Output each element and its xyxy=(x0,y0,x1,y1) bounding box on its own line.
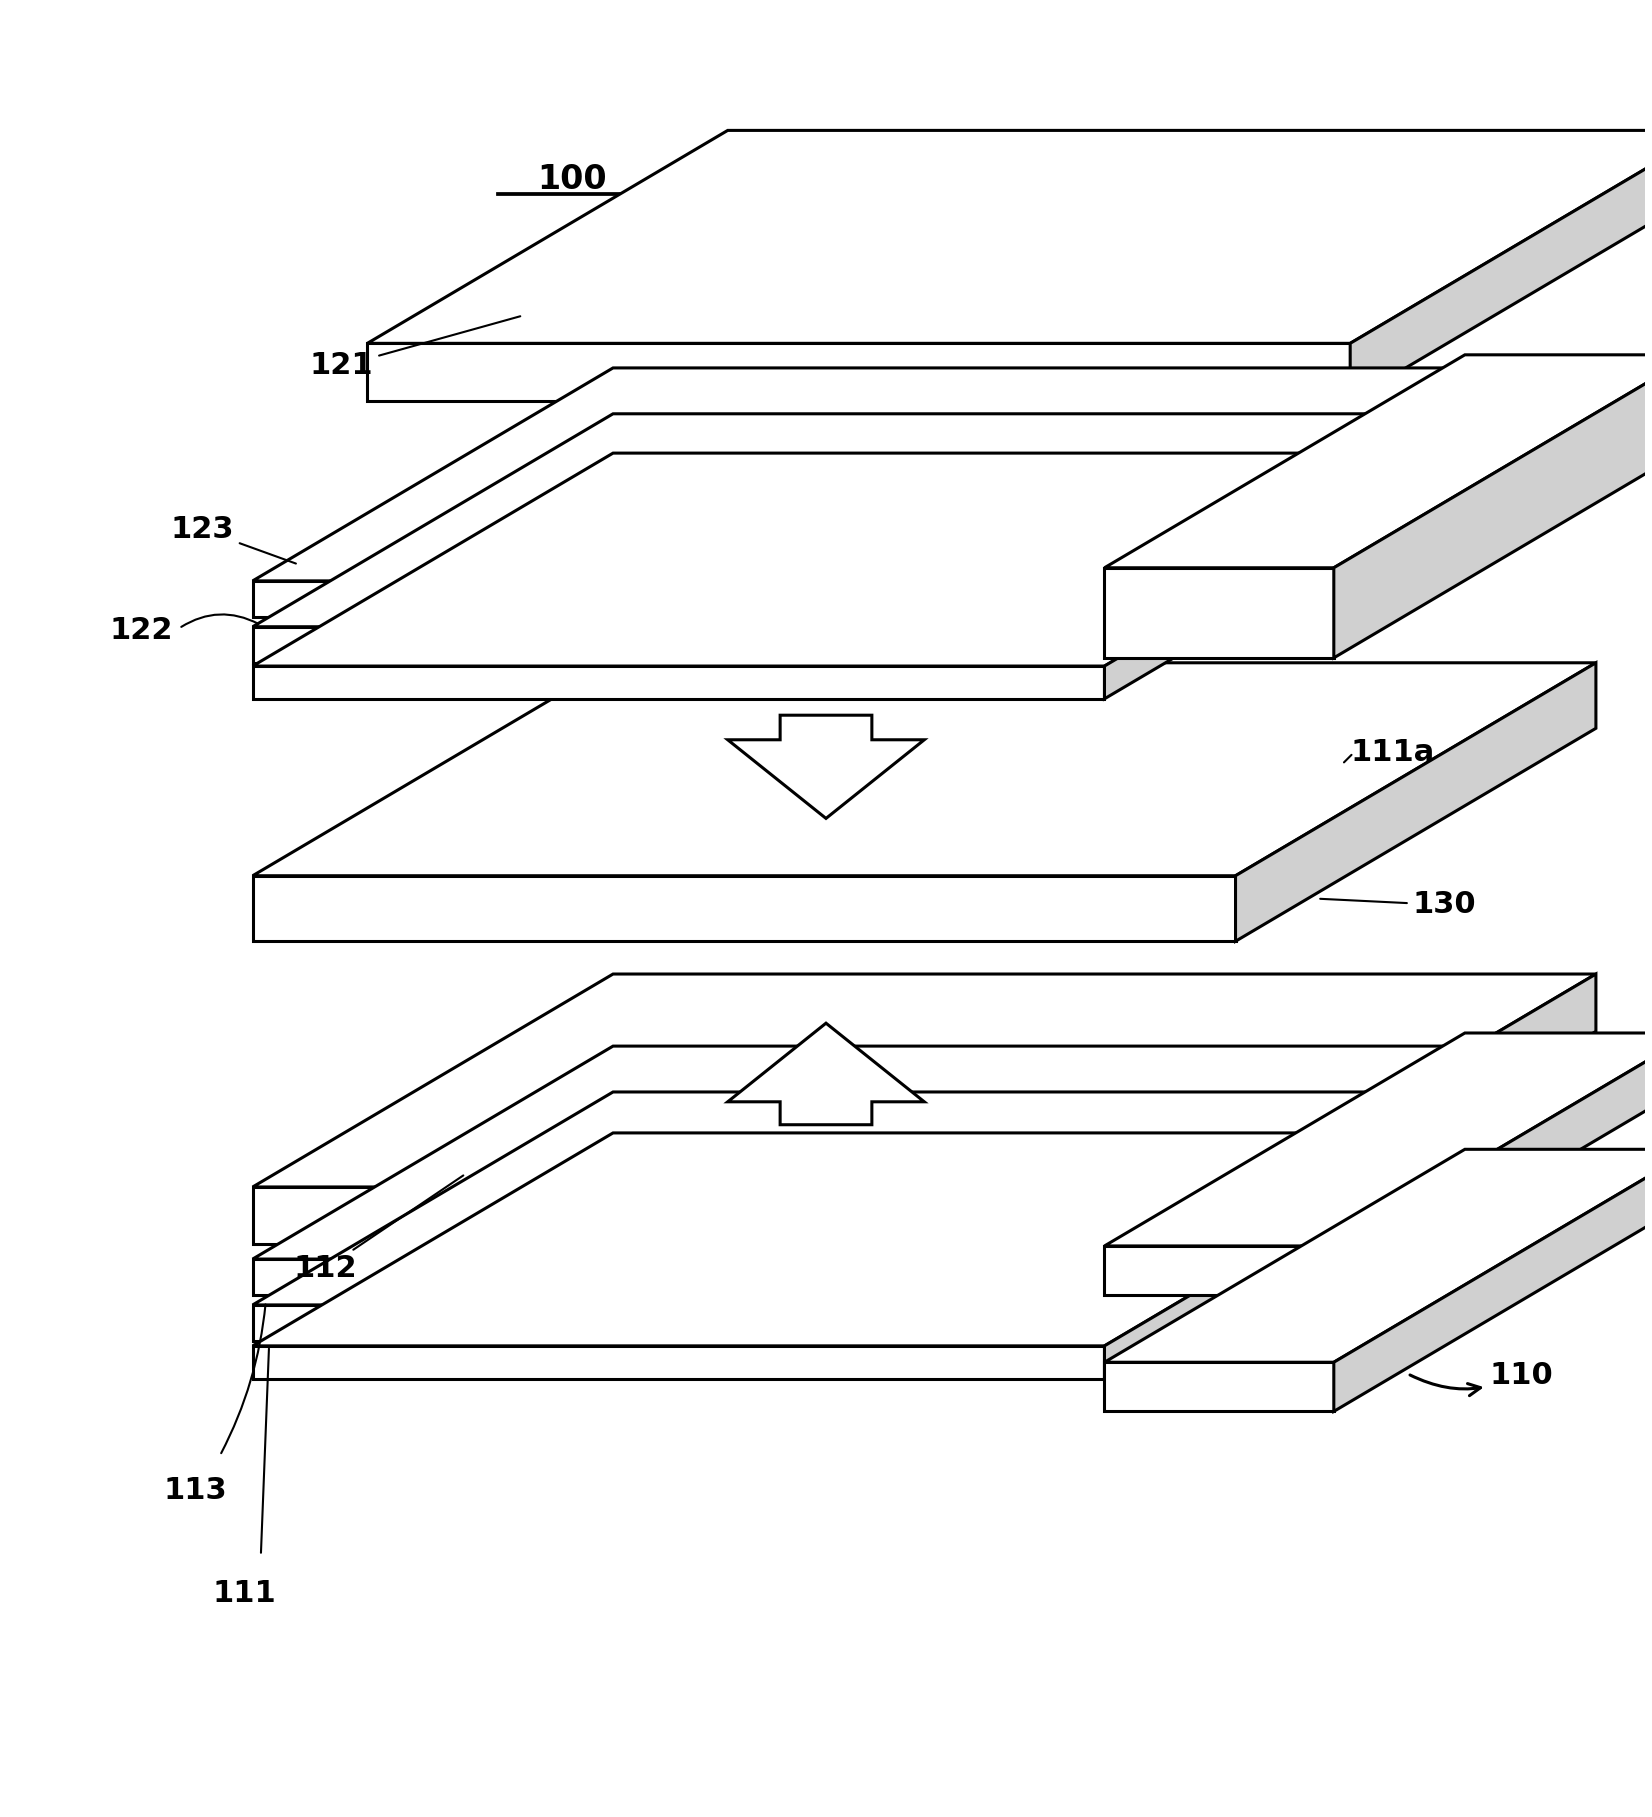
Polygon shape xyxy=(1105,452,1465,700)
Polygon shape xyxy=(253,1305,1105,1341)
Polygon shape xyxy=(1105,1246,1333,1296)
Text: 121: 121 xyxy=(311,316,520,380)
Polygon shape xyxy=(1105,354,1652,567)
Polygon shape xyxy=(253,1259,1105,1296)
Polygon shape xyxy=(1333,354,1652,658)
Polygon shape xyxy=(1105,1047,1465,1296)
Text: 100: 100 xyxy=(537,164,606,196)
Text: 111a: 111a xyxy=(1350,738,1434,767)
Polygon shape xyxy=(1333,1150,1652,1412)
Polygon shape xyxy=(253,876,1236,941)
Polygon shape xyxy=(367,343,1350,402)
Polygon shape xyxy=(367,131,1652,343)
Text: 113: 113 xyxy=(164,1475,226,1504)
Polygon shape xyxy=(1105,1134,1465,1379)
Text: 111: 111 xyxy=(213,1579,276,1608)
Text: 121a: 121a xyxy=(1252,536,1336,565)
Polygon shape xyxy=(1236,663,1596,941)
Text: 120: 120 xyxy=(1426,405,1578,442)
Text: 122: 122 xyxy=(109,616,173,645)
Polygon shape xyxy=(1105,414,1465,663)
Polygon shape xyxy=(253,581,1105,618)
Polygon shape xyxy=(253,414,1465,627)
Polygon shape xyxy=(253,1346,1105,1379)
Polygon shape xyxy=(1105,567,1333,658)
Polygon shape xyxy=(253,627,1105,663)
Polygon shape xyxy=(253,1187,1236,1245)
Polygon shape xyxy=(253,367,1465,581)
Polygon shape xyxy=(253,1047,1465,1259)
Polygon shape xyxy=(1105,1034,1652,1246)
Polygon shape xyxy=(1236,974,1596,1245)
Polygon shape xyxy=(253,1134,1465,1346)
Polygon shape xyxy=(1105,1092,1465,1341)
Text: 110: 110 xyxy=(1411,1361,1553,1395)
Text: 130: 130 xyxy=(1320,890,1477,919)
Polygon shape xyxy=(253,1092,1465,1305)
Polygon shape xyxy=(1105,1150,1652,1363)
Polygon shape xyxy=(253,974,1596,1187)
Polygon shape xyxy=(253,452,1465,667)
Polygon shape xyxy=(253,667,1105,700)
Polygon shape xyxy=(1105,1363,1333,1412)
Polygon shape xyxy=(253,663,1596,876)
Polygon shape xyxy=(1105,367,1465,618)
Text: 123: 123 xyxy=(170,516,296,563)
Polygon shape xyxy=(1350,131,1652,402)
Polygon shape xyxy=(1333,1034,1652,1296)
Polygon shape xyxy=(729,1023,923,1125)
Polygon shape xyxy=(729,716,923,818)
Text: 112: 112 xyxy=(294,1176,463,1283)
